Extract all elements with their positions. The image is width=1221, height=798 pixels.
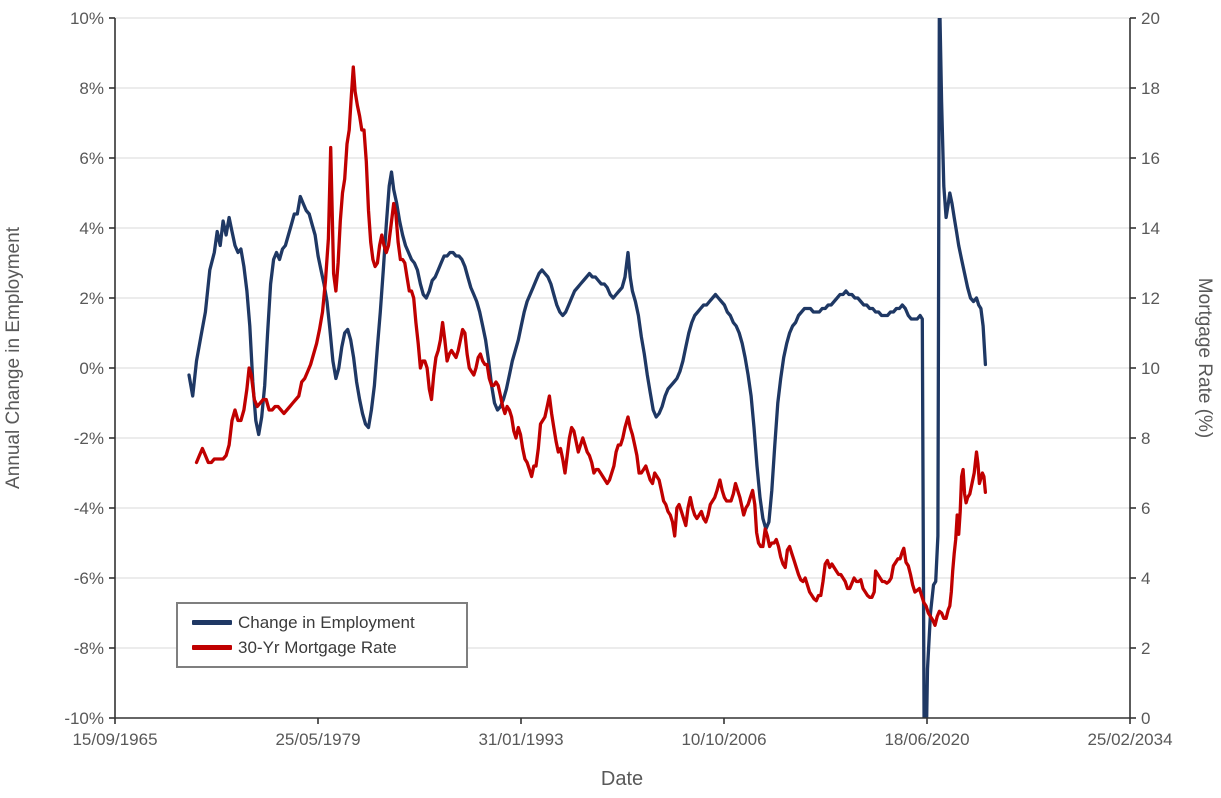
svg-text:10: 10	[1141, 359, 1160, 378]
svg-text:20: 20	[1141, 9, 1160, 28]
x-tick-labels: 15/09/1965 25/05/1979 31/01/1993 10/10/2006…	[72, 730, 1172, 749]
svg-text:8%: 8%	[79, 79, 104, 98]
svg-text:31/01/1993: 31/01/1993	[478, 730, 563, 749]
employment-line-swatch-icon	[192, 620, 232, 625]
svg-text:0%: 0%	[79, 359, 104, 378]
svg-text:6: 6	[1141, 499, 1150, 518]
employment-line	[187, 18, 988, 718]
svg-text:4%: 4%	[79, 219, 104, 238]
svg-text:2: 2	[1141, 639, 1150, 658]
svg-text:18/06/2020: 18/06/2020	[884, 730, 969, 749]
svg-text:12: 12	[1141, 289, 1160, 308]
y-left-tick-labels: 10% 8% 6% 4% 2% 0% -2% -4% -6% -8% -10%	[64, 9, 104, 728]
mortgage-line	[194, 65, 988, 627]
svg-text:-8%: -8%	[74, 639, 104, 658]
legend-item-mortgage-rate: 30-Yr Mortgage Rate	[192, 639, 454, 656]
svg-text:15/09/1965: 15/09/1965	[72, 730, 157, 749]
svg-text:25/02/2034: 25/02/2034	[1087, 730, 1172, 749]
mortgage-line-swatch-icon	[192, 645, 232, 650]
svg-text:0: 0	[1141, 709, 1150, 728]
legend-item-change-in-employment: Change in Employment	[192, 614, 454, 631]
right-axis-title: Mortgage Rate (%)	[1194, 277, 1215, 439]
x-axis-title: Date	[600, 768, 644, 790]
svg-text:25/05/1979: 25/05/1979	[275, 730, 360, 749]
legend-label-mortgage: 30-Yr Mortgage Rate	[238, 638, 397, 657]
svg-text:14: 14	[1141, 219, 1160, 238]
svg-text:2%: 2%	[79, 289, 104, 308]
axes	[109, 17, 1136, 724]
svg-text:-2%: -2%	[74, 429, 104, 448]
svg-text:10%: 10%	[70, 9, 104, 28]
svg-text:18: 18	[1141, 79, 1160, 98]
svg-text:10/10/2006: 10/10/2006	[681, 730, 766, 749]
svg-text:6%: 6%	[79, 149, 104, 168]
svg-text:-4%: -4%	[74, 499, 104, 518]
legend-label-employment: Change in Employment	[238, 613, 415, 632]
svg-text:-10%: -10%	[64, 709, 104, 728]
left-axis-title: Annual Change in Employment	[3, 227, 24, 489]
svg-text:8: 8	[1141, 429, 1150, 448]
svg-text:16: 16	[1141, 149, 1160, 168]
legend: Change in Employment 30-Yr Mortgage Rate	[176, 602, 468, 668]
svg-text:4: 4	[1141, 569, 1150, 588]
svg-text:-6%: -6%	[74, 569, 104, 588]
